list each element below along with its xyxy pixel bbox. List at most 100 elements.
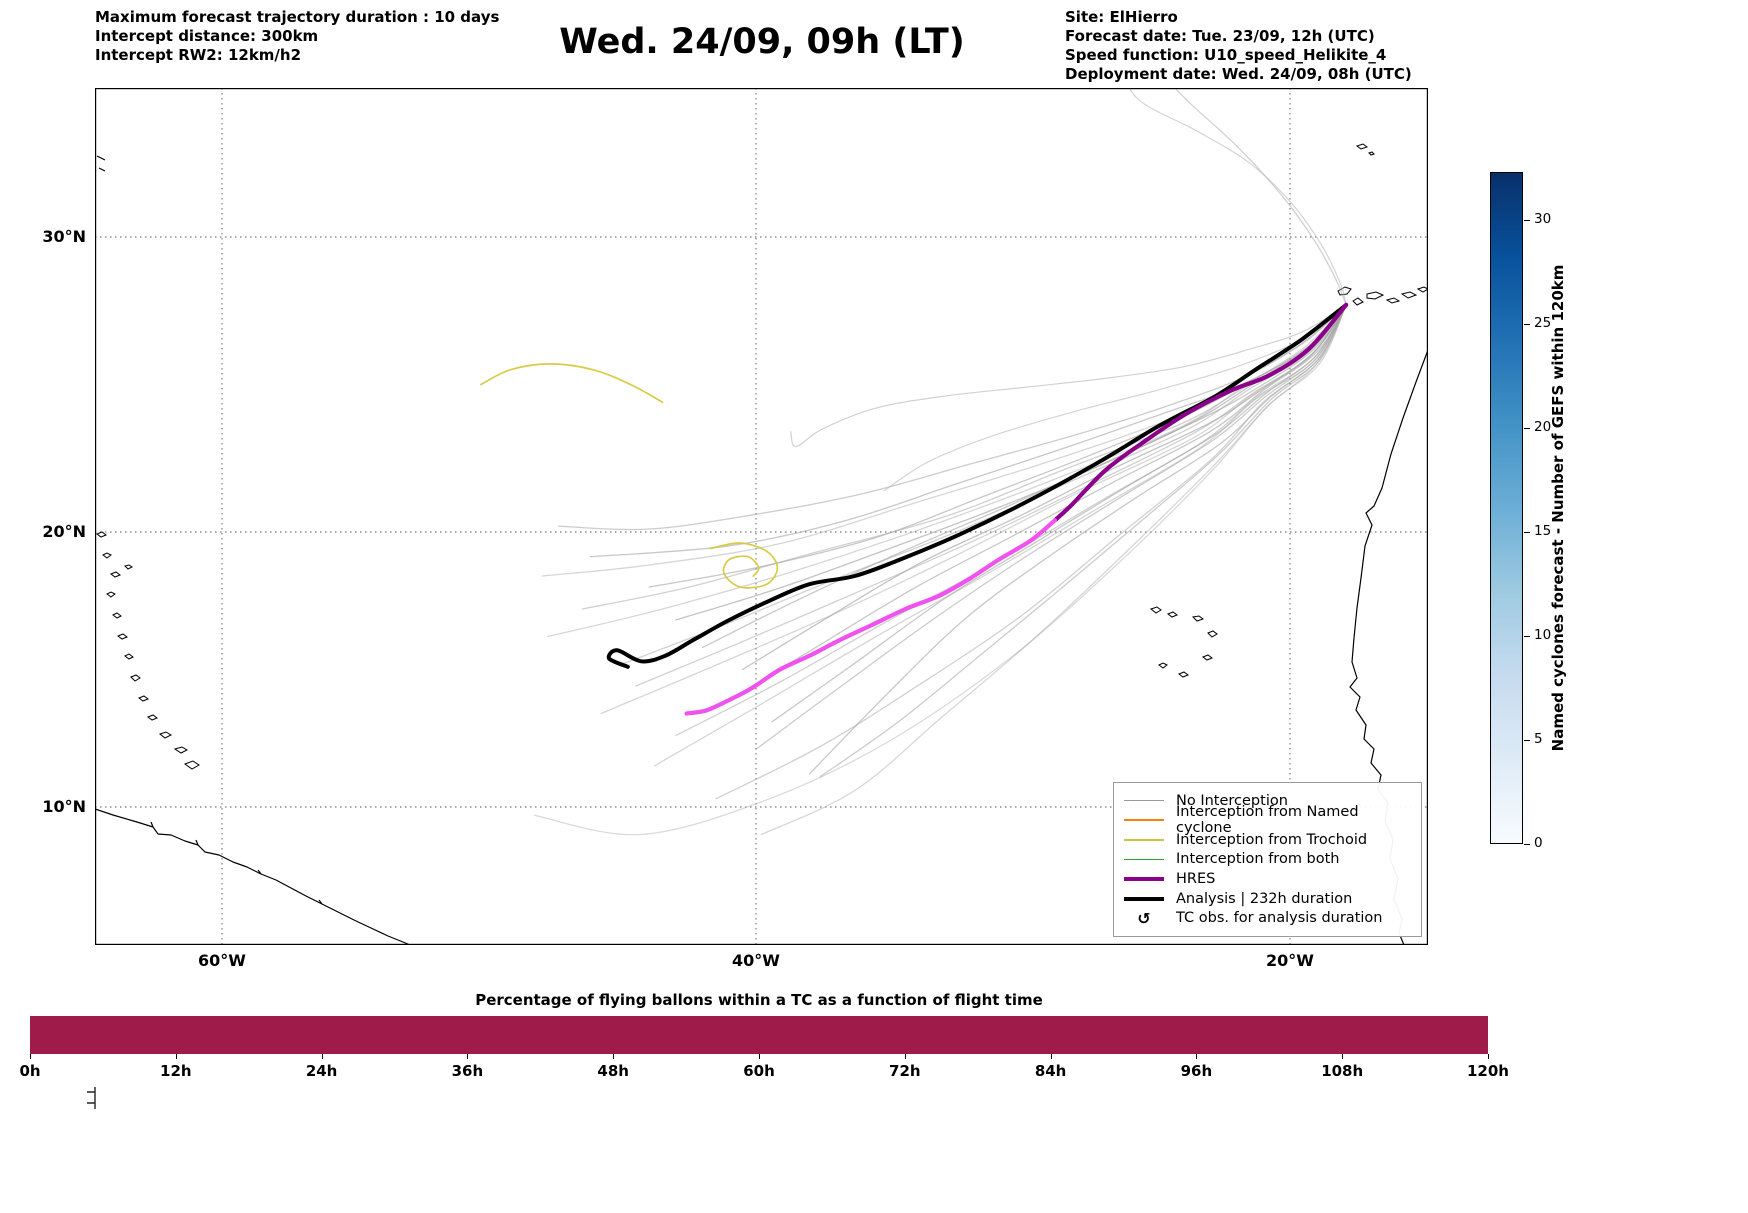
colorbar-tick-label: 0 <box>1534 835 1543 851</box>
trajectory-member <box>1128 88 1347 306</box>
time-axis-label: 72h <box>889 1062 921 1080</box>
time-axis-tick <box>1050 1054 1052 1059</box>
lat-tick-label-20n: 20°N <box>42 522 86 541</box>
colorbar-tick <box>1524 844 1530 845</box>
time-axis-label: 84h <box>1034 1062 1067 1080</box>
coast-fragment <box>96 155 106 172</box>
cape-verde-islands <box>1149 606 1218 678</box>
time-axis-tick <box>904 1054 906 1059</box>
param-line-duration: Maximum forecast trajectory duration : 1… <box>95 8 500 26</box>
time-axis-label: 96h <box>1180 1062 1213 1080</box>
trajectory-member <box>819 304 1347 778</box>
figure-title: Wed. 24/09, 09h (LT) <box>559 22 965 62</box>
legend-line-sample <box>1124 896 1164 901</box>
trajectory-member <box>581 304 1347 610</box>
colorbar-tick <box>1524 427 1530 429</box>
time-axis-tick <box>1342 1054 1344 1059</box>
trajectory-member <box>701 304 1347 649</box>
time-axis-tick <box>1196 1054 1198 1059</box>
legend-item-tc-obs: ↺ TC obs. for analysis duration <box>1124 909 1411 928</box>
trajectory-trochoid <box>480 363 664 404</box>
lon-tick-label-20w: 20°W <box>1266 951 1314 970</box>
trajectory-member <box>675 304 1347 737</box>
time-axis-label: 36h <box>451 1062 484 1080</box>
colorbar-tick <box>1524 219 1530 221</box>
param-line-intercept-distance: Intercept distance: 300km <box>95 27 319 45</box>
south-america-coastline <box>95 808 411 945</box>
colorbar-gradient <box>1491 173 1522 843</box>
time-axis-tick <box>30 1054 31 1059</box>
time-axis-label: 0h <box>19 1062 41 1080</box>
lat-tick-label-30n: 30°N <box>42 227 86 246</box>
time-axis-tick <box>759 1054 760 1059</box>
colorbar-tick-label: 20 <box>1534 418 1552 435</box>
meta-line-speed-function: Speed function: U10_speed_Helikite_4 <box>1065 46 1387 64</box>
colorbar <box>1490 172 1523 844</box>
trajectory-member <box>621 304 1347 665</box>
map-canvas <box>95 88 1428 945</box>
trajectory-member <box>533 304 1347 836</box>
flying-balloons-bar <box>30 1016 1488 1054</box>
coast-details <box>150 821 323 905</box>
map-legend: No Interception Interception from Named … <box>1113 782 1422 937</box>
trajectory-member <box>760 304 1347 836</box>
colorbar-tick <box>1524 531 1530 533</box>
canary-islands <box>1337 286 1428 306</box>
trajectory-member <box>557 304 1347 531</box>
time-axis-label: 24h <box>305 1062 338 1080</box>
legend-item-trochoid: Interception from Trochoid <box>1124 830 1411 849</box>
trajectory-member <box>715 304 1347 800</box>
trajectory-member <box>547 304 1347 638</box>
axis-artifact <box>87 1087 96 1109</box>
param-line-intercept-rw2: Intercept RW2: 12km/h2 <box>95 46 302 64</box>
time-axis-tick <box>175 1054 177 1059</box>
colorbar-label: Named cyclones forecast - Number of GEFS… <box>1549 264 1567 752</box>
lon-tick-label-40w: 40°W <box>732 951 780 970</box>
time-axis-label: 120h <box>1467 1062 1509 1080</box>
colorbar-tick <box>1524 635 1530 637</box>
legend-item-named-cyclone: Interception from Named cyclone <box>1124 804 1411 836</box>
coastlines <box>95 143 1428 945</box>
time-axis-tick <box>467 1054 469 1059</box>
trajectory-member <box>635 304 1347 687</box>
trajectory-trochoid <box>709 542 779 589</box>
colorbar-tick-label: 5 <box>1534 730 1543 747</box>
legend-line-sample <box>1124 799 1164 802</box>
colorbar-tick <box>1524 323 1530 325</box>
antilles-islands <box>95 531 200 770</box>
tc-obs-icon: ↺ <box>1137 908 1151 928</box>
meta-line-deployment-date: Deployment date: Wed. 24/09, 08h (UTC) <box>1065 65 1412 83</box>
colorbar-tick <box>1524 739 1530 741</box>
lat-tick-label-10n: 10°N <box>42 797 86 816</box>
bottom-chart-title: Percentage of flying ballons within a TC… <box>475 991 1043 1009</box>
trajectory-hres <box>1052 302 1349 523</box>
meta-line-site: Site: ElHierro <box>1065 8 1178 26</box>
trajectory-member <box>1173 88 1347 306</box>
legend-line-sample <box>1124 858 1164 861</box>
lon-tick-label-60w: 60°W <box>198 951 246 970</box>
colorbar-tick-label: 25 <box>1534 314 1552 331</box>
time-axis-label: 108h <box>1321 1062 1364 1080</box>
trajectory-map-panel: No Interception Interception from Named … <box>95 88 1428 945</box>
time-axis-tick <box>321 1054 323 1059</box>
colorbar-tick-label: 30 <box>1534 210 1552 227</box>
trajectory-member <box>755 304 1347 750</box>
madeira-islands <box>1355 143 1375 156</box>
trajectory-analysis <box>606 302 1349 669</box>
trajectory-member <box>728 304 1347 701</box>
legend-item-no-interception: No Interception <box>1124 791 1411 810</box>
time-axis-label: 48h <box>597 1062 629 1080</box>
legend-item-both: Interception from both <box>1124 850 1411 869</box>
forecast-params-block: Maximum forecast trajectory duration : 1… <box>95 8 499 65</box>
site-meta-block: Site: ElHierro Forecast date: Tue. 23/09… <box>1065 8 1412 84</box>
trajectory-member <box>790 304 1347 448</box>
trajectory-member <box>600 304 1347 715</box>
map-frame <box>95 88 1428 945</box>
legend-line-sample <box>1124 877 1164 882</box>
legend-line-sample <box>1124 819 1164 821</box>
legend-item-analysis: Analysis | 232h duration <box>1124 889 1411 908</box>
trajectory-hres-tail <box>684 518 1058 716</box>
colorbar-tick-label: 10 <box>1534 626 1552 643</box>
colorbar-tick-label: 15 <box>1534 522 1552 539</box>
